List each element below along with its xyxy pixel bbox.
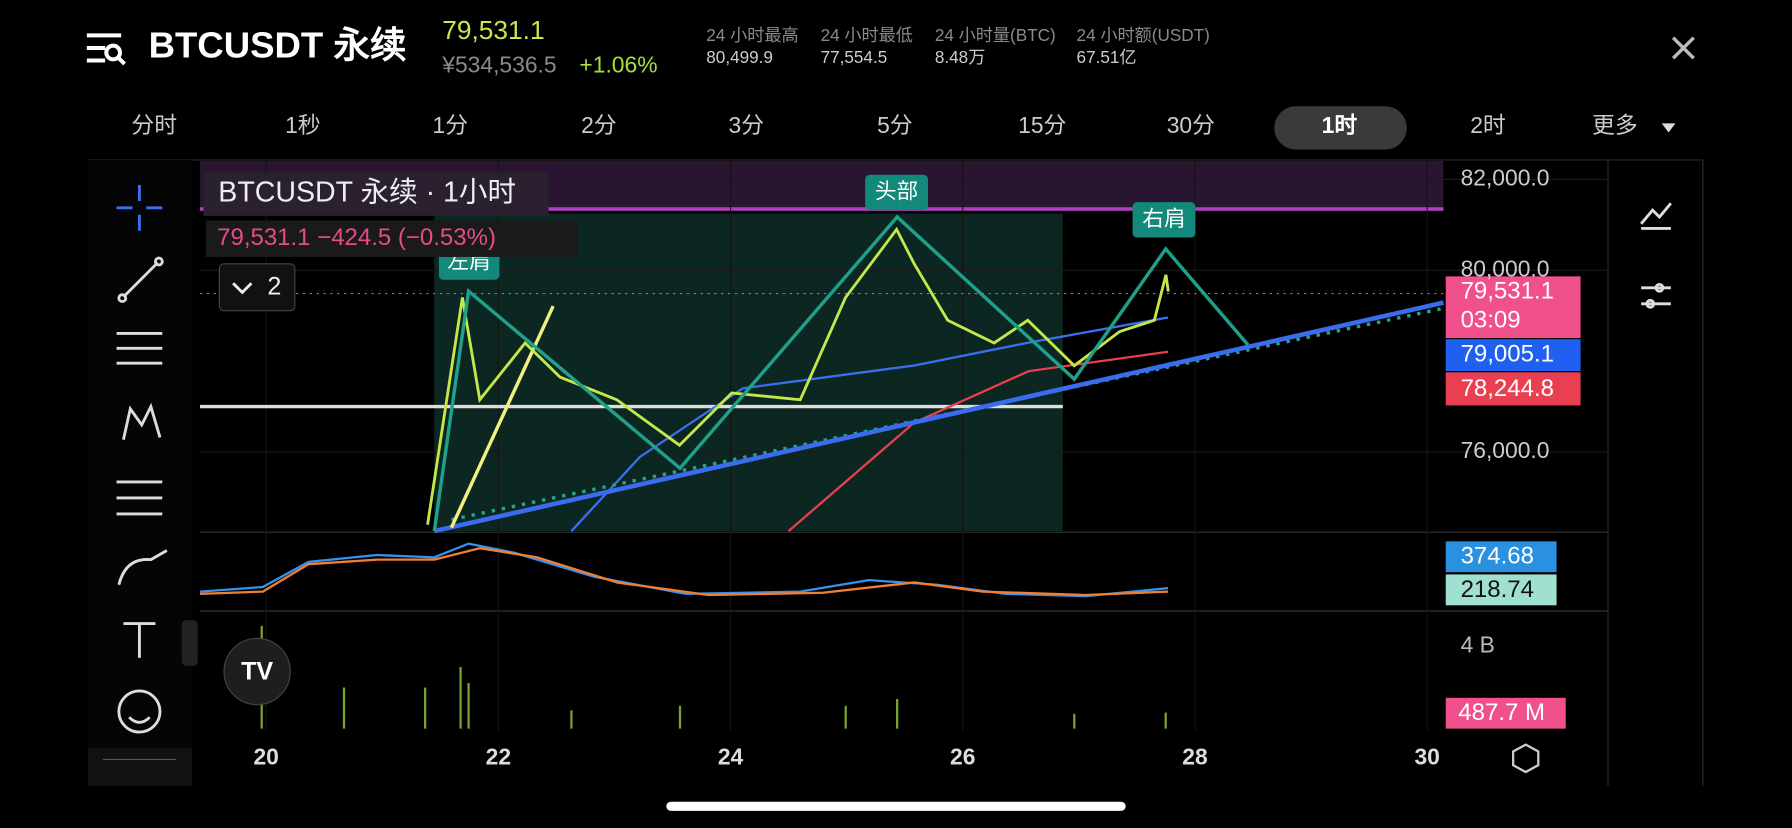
x-tick-label: 20: [253, 743, 278, 769]
stat-value: 8.48万: [935, 47, 985, 67]
x-tick-label: 30: [1414, 743, 1439, 769]
settings-button[interactable]: [1641, 282, 1671, 309]
forecast-tool[interactable]: [116, 480, 163, 516]
logo: [223, 637, 291, 706]
stat-value: 67.51亿: [1077, 47, 1137, 67]
text-tool[interactable]: [123, 622, 156, 658]
indicators-button[interactable]: [1640, 202, 1672, 230]
y-tick-label: 82,000.0: [1461, 164, 1550, 190]
y-tick-label: 80,000.0: [1461, 255, 1550, 281]
logo-mark: TV: [241, 657, 273, 685]
crosshair-tool[interactable]: [116, 185, 163, 231]
x-tick-label: 28: [1182, 743, 1207, 769]
timeframe-tab[interactable]: 3分: [729, 112, 765, 138]
timeframe-tab[interactable]: 1时: [1322, 112, 1358, 138]
price-cny: ¥534,536.5: [441, 51, 556, 77]
countdown: 03:09: [1461, 306, 1521, 333]
pattern-label: 头部: [875, 179, 918, 204]
legend-title: BTCUSDT 永续 · 1小时: [218, 177, 516, 209]
dropdown-arrow[interactable]: [1661, 123, 1676, 133]
timeframe-tab[interactable]: 1秒: [285, 112, 321, 138]
stat-value: 77,554.5: [821, 47, 888, 67]
stat-value: 80,499.9: [706, 47, 773, 67]
stat-label: 24 小时最高: [706, 25, 798, 45]
settings-gear[interactable]: [1512, 743, 1540, 774]
price-line: [426, 226, 1170, 525]
stat-label: 24 小时最低: [821, 25, 913, 45]
legend-bg: [203, 172, 549, 216]
x-tick-label: 24: [718, 743, 744, 769]
volume-axis-label: 4 B: [1461, 631, 1495, 657]
x-tick-label: 22: [486, 743, 511, 769]
last-price: 79,531.1: [442, 15, 544, 45]
collapse-toggle[interactable]: [181, 620, 198, 666]
ma-blue-tag: 79,005.1: [1461, 341, 1554, 368]
legend-bg: [205, 220, 579, 257]
tag-bg: [1445, 339, 1581, 372]
timeframe-tab[interactable]: 更多: [1592, 112, 1638, 138]
stat-label: 24 小时量(BTC): [935, 25, 1056, 45]
legend-quote: 79,531.1 −424.5 (−0.53%): [217, 224, 496, 251]
tag-bg: [1445, 541, 1557, 573]
tag-bg: [1445, 574, 1557, 606]
home-indicator: [666, 801, 1126, 811]
symbol-title[interactable]: BTCUSDT 永续: [149, 25, 407, 66]
pattern-zone: [434, 213, 1063, 532]
timeframe-tab[interactable]: 2时: [1470, 112, 1506, 138]
timeframe-tab[interactable]: 5分: [877, 112, 913, 138]
macd-tag: 374.68: [1461, 543, 1534, 570]
brush-tool[interactable]: [117, 549, 168, 586]
pattern-label: 右肩: [1142, 206, 1185, 231]
volume-tag: 487.7 M: [1458, 699, 1545, 726]
fib-line: [449, 305, 555, 529]
signal-line: [199, 547, 1169, 597]
tag-bg: [1445, 697, 1566, 729]
active-tab-bg: [1274, 106, 1407, 150]
timeframe-tab[interactable]: 2分: [581, 112, 617, 138]
tag-bg: [1445, 276, 1581, 339]
head-shoulders: [432, 214, 1250, 532]
change: +1.06%: [579, 51, 657, 77]
ma-red-tag: 78,244.8: [1461, 375, 1554, 402]
x-tick-label: 26: [950, 743, 975, 769]
ma-red: [787, 350, 1169, 532]
volume-bars: [260, 625, 1167, 729]
chevron: [232, 282, 253, 295]
indicator-toggle[interactable]: [218, 263, 296, 312]
menu-icon[interactable]: [86, 33, 126, 66]
pattern-tool[interactable]: [122, 402, 162, 441]
indicator-count[interactable]: 2: [267, 272, 281, 300]
close-button[interactable]: [1671, 36, 1695, 60]
ma-blue: [570, 316, 1169, 532]
last-price-tag: 79,531.1: [1461, 278, 1554, 305]
emoji-tool[interactable]: [117, 689, 162, 734]
macd-line: [199, 542, 1169, 598]
pattern-label-bg: [865, 174, 928, 211]
timeframe-tab[interactable]: 分时: [131, 112, 177, 138]
signal-tag: 218.74: [1461, 576, 1534, 603]
timeframe-tab[interactable]: 1分: [433, 112, 469, 138]
fib-tool[interactable]: [116, 332, 163, 365]
toolbar: [88, 159, 192, 786]
toolbar-footer: [88, 748, 192, 786]
stat-label: 24 小时额(USDT): [1077, 25, 1210, 45]
timeframe-tab[interactable]: 30分: [1167, 112, 1215, 138]
y-tick-label: 76,000.0: [1461, 437, 1550, 463]
trend-line: [433, 300, 1444, 534]
line-tool[interactable]: [117, 256, 164, 303]
pattern-label-bg: [1132, 202, 1196, 238]
tag-bg: [1445, 372, 1581, 406]
timeframe-tab[interactable]: 15分: [1018, 112, 1066, 138]
